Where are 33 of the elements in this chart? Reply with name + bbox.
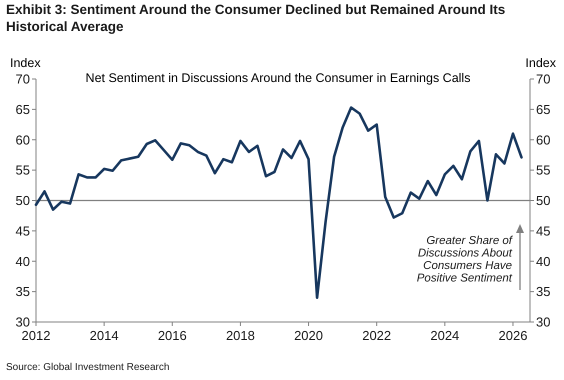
y2-axis-title: Index <box>525 56 557 70</box>
y2-tick-label: 60 <box>536 132 550 148</box>
line-series <box>34 106 523 299</box>
y-tick-label: 65 <box>16 102 30 117</box>
y-tick-label: 70 <box>16 72 30 87</box>
y-axis-title: Index <box>10 56 42 70</box>
chart-subtitle: Net Sentiment in Discussions Around the Consumer in Earnings Calls <box>86 71 470 85</box>
x-tick-label: 2022 <box>362 328 392 343</box>
y-tick-label: 35 <box>16 284 30 300</box>
y2-tick-label: 55 <box>536 162 550 178</box>
y2-tick-label: 50 <box>536 193 550 208</box>
y2-tick-label: 30 <box>536 314 550 330</box>
x-tick-label: 2012 <box>22 328 50 343</box>
x-tick-label: 2024 <box>430 328 460 343</box>
x-tick-label: 2014 <box>90 328 119 343</box>
chart-title: Exhibit 3: Sentiment Around the Consumer Declined but Remained Around Its Historical Average <box>6 2 506 34</box>
x-tick-label: 2026 <box>498 328 528 343</box>
y2-tick-label: 45 <box>536 223 550 238</box>
y-tick-label: 45 <box>16 223 30 238</box>
y-tick-label: 30 <box>16 314 30 330</box>
y-tick-label: 40 <box>16 254 30 269</box>
y2-tick-label: 35 <box>536 284 550 300</box>
y2-tick-label: 65 <box>536 102 550 117</box>
x-tick-label: 2016 <box>158 328 187 343</box>
annotation: Greater Share of Discussions About Consumers Have Positive Sentiment <box>416 235 514 284</box>
y2-tick-label: 40 <box>536 254 550 269</box>
y-tick-label: 60 <box>16 132 30 148</box>
source-note: Source: Global Investment Research <box>6 362 170 373</box>
y-tick-label: 55 <box>16 162 30 178</box>
y-tick-label: 50 <box>16 193 30 208</box>
y2-tick-label: 70 <box>536 72 550 87</box>
x-tick-label: 2018 <box>226 328 255 343</box>
x-tick-label: 2020 <box>294 328 324 343</box>
